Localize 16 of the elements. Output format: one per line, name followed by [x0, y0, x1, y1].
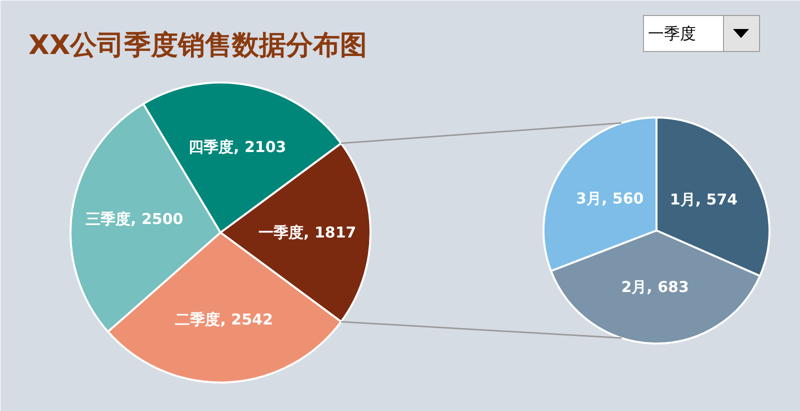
data-label: , 2542 [220, 310, 273, 328]
slice-label: 二季度 [175, 310, 220, 328]
data-label: , 560 [601, 189, 644, 208]
data-label: , 574 [695, 190, 738, 209]
chart-title: XX公司季度销售数据分布图 [28, 30, 368, 61]
chart-title: 一季度 [643, 15, 760, 52]
slice-label: 1月 [670, 190, 696, 209]
slice-label: 四季度 [188, 138, 234, 156]
slice-label: 一季度 [258, 224, 304, 242]
slice-label: 2月 [621, 278, 647, 296]
slice-label: 三季度 [86, 210, 131, 228]
data-label: , 2103 [234, 138, 286, 156]
data-label: , 1817 [304, 224, 356, 242]
data-label: , 2500 [130, 210, 184, 228]
data-label: , 683 [646, 278, 689, 296]
slice-label: 3月 [576, 189, 602, 208]
